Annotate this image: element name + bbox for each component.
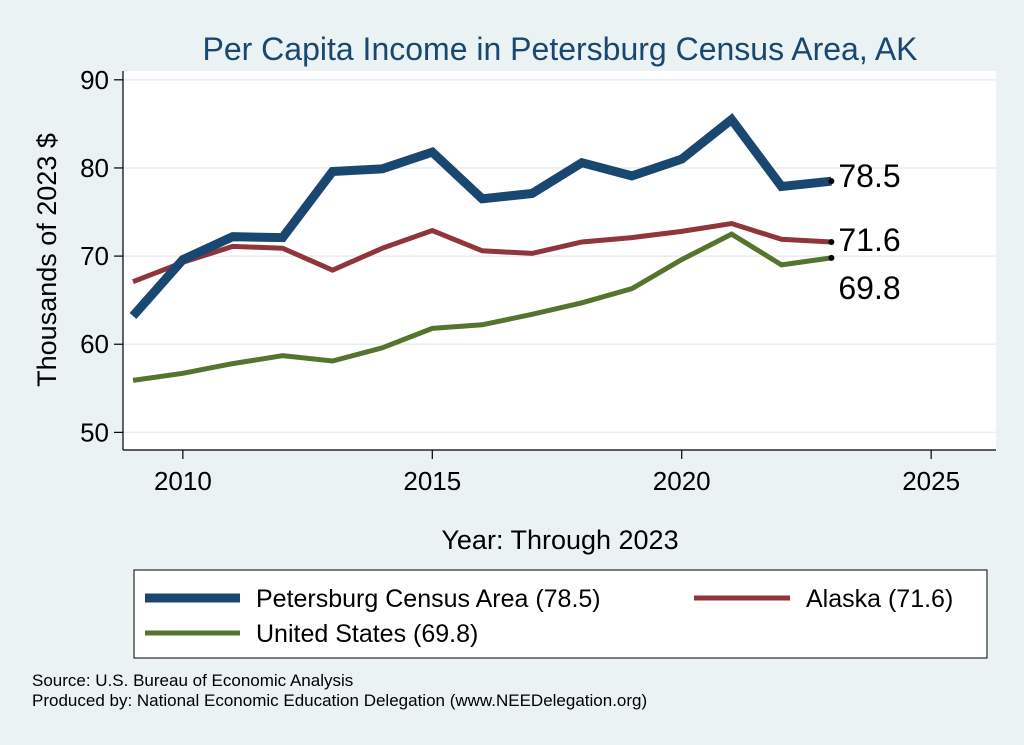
- source-note: Source: U.S. Bureau of Economic Analysis: [32, 671, 354, 690]
- series-line-petersburg-census-area: [129, 113, 832, 319]
- x-tick-label-2015: 2015: [403, 466, 461, 496]
- end-marker-petersburg-census-area: [828, 178, 835, 185]
- end-marker-united-states: [828, 254, 835, 261]
- y-tick-label-60: 60: [80, 329, 109, 359]
- end-label-alaska: 71.6: [838, 222, 900, 258]
- x-tick-label-2020: 2020: [653, 466, 711, 496]
- producer-note: Produced by: National Economic Education…: [32, 691, 648, 710]
- x-tick-label-2025: 2025: [902, 466, 960, 496]
- end-labels: 78.5 71.6 69.8: [828, 158, 901, 306]
- y-tick-label-50: 50: [80, 417, 109, 447]
- legend-label-petersburg: Petersburg Census Area (78.5): [256, 585, 601, 613]
- x-axis-title: Year: Through 2023: [441, 525, 678, 555]
- legend-label-alaska: Alaska (71.6): [806, 585, 953, 613]
- y-tick-label-80: 80: [80, 153, 109, 183]
- plot-area: [123, 71, 996, 450]
- y-tick-label-90: 90: [80, 65, 109, 95]
- y-axis-title: Thousands of 2023 $: [32, 133, 62, 387]
- legend: Petersburg Census Area (78.5) Alaska (71…: [133, 569, 988, 659]
- x-ticks: 2010 2015 2020 2025: [154, 450, 960, 496]
- legend-box: [133, 569, 988, 659]
- y-tick-label-70: 70: [80, 241, 109, 271]
- x-tick-label-2010: 2010: [154, 466, 212, 496]
- series-line-united-states: [132, 231, 832, 383]
- end-label-united-states: 69.8: [838, 270, 900, 306]
- gridlines: [123, 79, 996, 434]
- series-line-alaska: [132, 220, 832, 285]
- legend-label-united-states: United States (69.8): [256, 620, 478, 648]
- y-ticks: 50 60 70 80 90: [80, 65, 123, 447]
- series-lines: [129, 113, 832, 383]
- chart-title: Per Capita Income in Petersburg Census A…: [202, 31, 917, 67]
- end-label-petersburg-census-area: 78.5: [838, 158, 900, 194]
- end-marker-alaska: [828, 238, 835, 245]
